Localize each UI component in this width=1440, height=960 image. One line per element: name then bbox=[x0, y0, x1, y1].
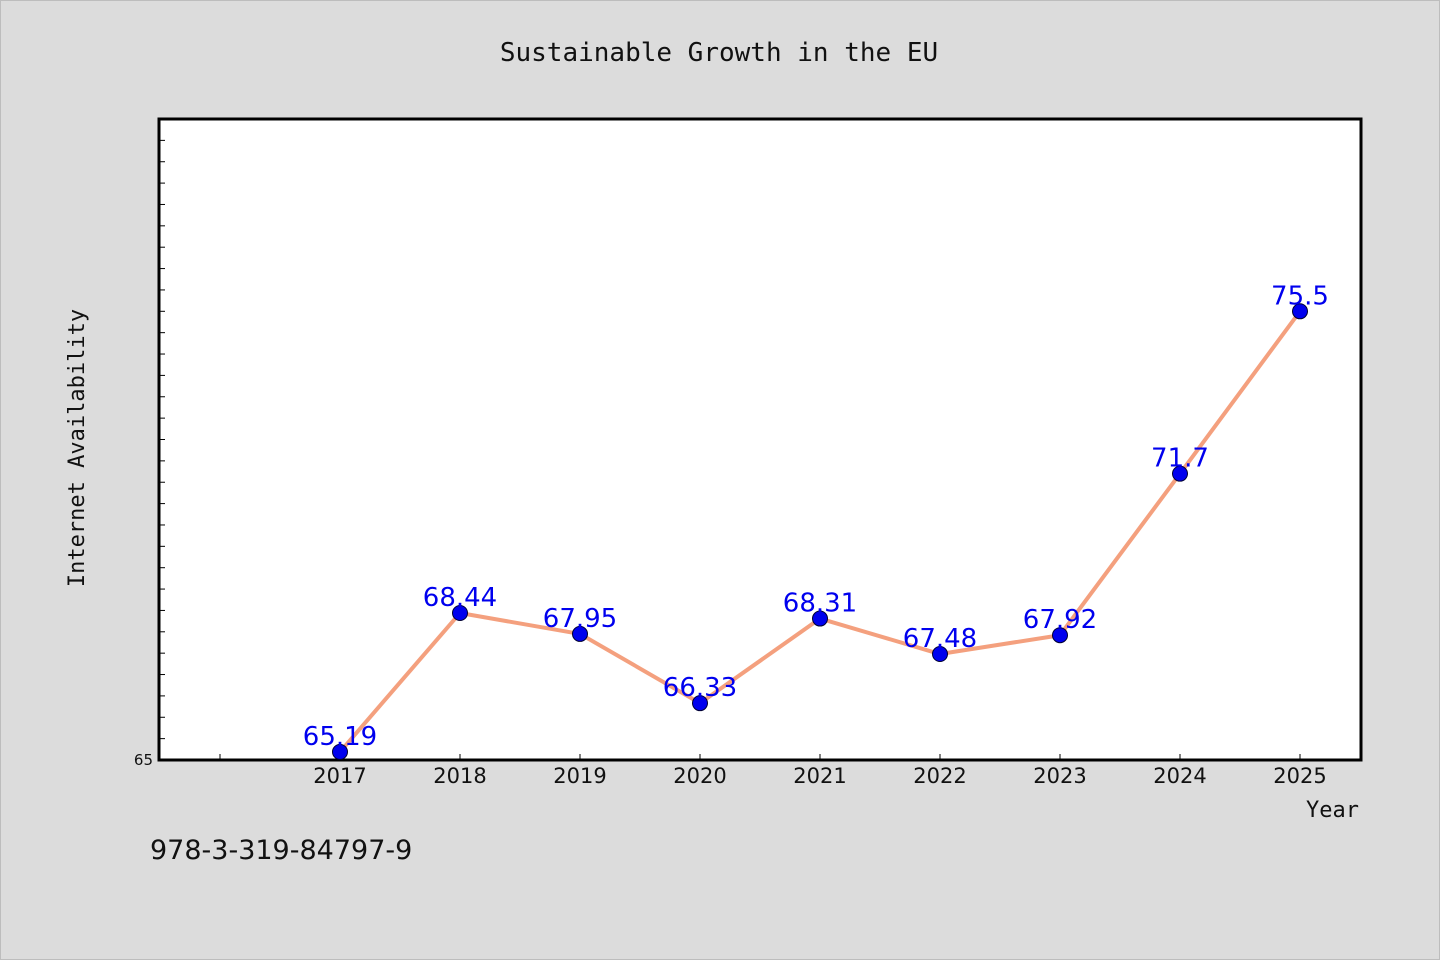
data-point bbox=[452, 604, 468, 621]
x-tick-label: 2017 bbox=[313, 764, 366, 788]
data-label: 68.31 bbox=[783, 589, 857, 619]
plot-area bbox=[157, 117, 1363, 762]
data-label: 65.19 bbox=[303, 722, 377, 752]
y-tick-label: 65 bbox=[134, 751, 153, 769]
data-point bbox=[932, 646, 948, 663]
data-label: 68.44 bbox=[423, 583, 497, 613]
x-axis-ticks: 2017 2018 2019 2020 2021 2022 2023 2024 2025 bbox=[219, 754, 1327, 788]
data-point bbox=[1052, 627, 1068, 644]
chart-title: Sustainable Growth in the EU bbox=[500, 38, 938, 68]
data-point bbox=[572, 625, 588, 642]
data-label: 66.33 bbox=[663, 673, 737, 703]
x-tick-label: 2023 bbox=[1033, 764, 1086, 788]
data-label: 67.95 bbox=[543, 604, 617, 634]
y-axis-label: Internet Availability bbox=[65, 309, 90, 587]
x-axis-label: Year bbox=[1306, 798, 1359, 823]
data-point bbox=[692, 695, 708, 712]
x-tick-label: 2019 bbox=[553, 764, 606, 788]
data-point bbox=[332, 743, 348, 760]
isbn-footer-text: 978-3-319-84797-9 bbox=[150, 835, 413, 866]
x-tick-label: 2021 bbox=[793, 764, 846, 788]
data-point bbox=[812, 610, 828, 627]
x-tick-label: 2022 bbox=[913, 764, 966, 788]
data-label: 71.7 bbox=[1151, 444, 1209, 474]
data-label: 75.5 bbox=[1271, 281, 1329, 311]
data-point bbox=[1292, 303, 1308, 320]
x-tick-label: 2025 bbox=[1273, 764, 1326, 788]
x-tick-label: 2024 bbox=[1153, 764, 1206, 788]
x-tick-label: 2020 bbox=[673, 764, 726, 788]
data-label: 67.92 bbox=[1023, 605, 1097, 635]
series-layer: 65.19 68.44 67.95 66.33 68.31 67.48 67.92 71.7 7… bbox=[303, 281, 1329, 760]
data-label: 67.48 bbox=[903, 624, 977, 654]
x-tick-label: 2018 bbox=[433, 764, 486, 788]
y-axis-ticks: 65 bbox=[134, 139, 165, 769]
data-point bbox=[1172, 465, 1188, 482]
